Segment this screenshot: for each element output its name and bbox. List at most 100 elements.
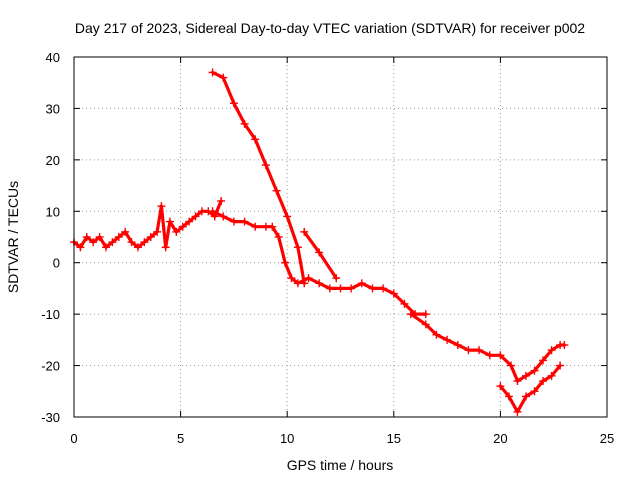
- series-late: [406, 310, 569, 385]
- data-point: [153, 227, 162, 236]
- data-point: [208, 207, 217, 216]
- data-point: [406, 310, 415, 319]
- data-point: [432, 330, 441, 339]
- data-point: [251, 135, 260, 144]
- data-point: [357, 279, 366, 288]
- data-point: [133, 243, 142, 252]
- data-point: [185, 217, 194, 226]
- data-point: [347, 284, 356, 293]
- data-point: [261, 161, 270, 169]
- data-point: [530, 387, 539, 396]
- data-point: [76, 243, 85, 252]
- data-point: [95, 233, 104, 241]
- y-tick-label: 10: [46, 204, 60, 219]
- y-tick-label: 20: [46, 153, 60, 168]
- plot-frame: [73, 56, 608, 418]
- data-point: [101, 243, 110, 252]
- series-line: [498, 364, 562, 414]
- y-tick-label: -20: [41, 359, 60, 374]
- x-tick-label: 25: [600, 431, 614, 446]
- data-point: [556, 361, 565, 370]
- data-point: [513, 407, 522, 416]
- data-point: [560, 341, 569, 349]
- data-point: [191, 212, 200, 221]
- data-point: [283, 212, 292, 221]
- data-point: [496, 351, 505, 360]
- data-point: [389, 289, 398, 298]
- data-point: [274, 233, 283, 241]
- series-line: [211, 70, 306, 285]
- chart-title: Day 217 of 2023, Sidereal Day-to-day VTE…: [75, 20, 585, 36]
- data-point: [108, 238, 117, 247]
- data-point: [229, 217, 238, 226]
- data-point: [421, 310, 430, 319]
- data-point: [240, 217, 249, 226]
- data-point: [268, 222, 277, 231]
- data-point: [453, 341, 462, 349]
- data-point: [379, 284, 388, 293]
- data-point: [165, 217, 174, 226]
- data-point: [315, 279, 324, 288]
- y-tick-label: -30: [41, 410, 60, 425]
- data-point: [475, 346, 484, 355]
- data-point: [521, 392, 530, 401]
- data-point: [121, 227, 130, 236]
- data-point: [281, 258, 290, 267]
- data-point: [513, 377, 522, 385]
- x-tick-label: 5: [177, 431, 184, 446]
- data-point: [178, 222, 187, 231]
- data-point: [272, 186, 281, 195]
- data-point: [251, 222, 260, 231]
- x-tick-label: 20: [493, 431, 507, 446]
- data-point: [114, 233, 123, 241]
- series-line: [409, 312, 567, 383]
- y-tick-label: 0: [53, 256, 60, 271]
- data-point: [400, 299, 409, 308]
- data-point: [496, 382, 505, 391]
- data-point: [464, 346, 473, 355]
- y-tick-label: 40: [46, 50, 60, 65]
- data-point: [89, 238, 98, 247]
- data-point: [368, 284, 377, 293]
- data-point: [172, 227, 181, 236]
- data-point: [208, 68, 217, 77]
- data-point: [547, 346, 556, 355]
- series-mid: [208, 207, 430, 319]
- data-point: [421, 320, 430, 329]
- data-point: [157, 202, 166, 211]
- data-point: [325, 284, 334, 293]
- data-point: [530, 366, 539, 375]
- data-point: [140, 238, 149, 247]
- data-point: [315, 248, 324, 257]
- series-line: [72, 199, 223, 249]
- data-point: [219, 212, 228, 221]
- x-tick-label: 0: [70, 431, 77, 446]
- y-tick-label: -10: [41, 307, 60, 322]
- data-point: [547, 371, 556, 380]
- data-point: [507, 361, 516, 370]
- data-point: [539, 377, 548, 385]
- data-point: [82, 233, 91, 241]
- y-axis-label: SDTVAR / TECUs: [5, 181, 21, 293]
- series-tail: [496, 361, 565, 416]
- series-line: [211, 209, 428, 316]
- tick-layer: 0 5 10 15 20 25 -30 -20 -10 0 10 20 30 40: [41, 50, 614, 446]
- data-point: [539, 356, 548, 365]
- series-drop: [208, 68, 309, 288]
- y-tick-label: 30: [46, 101, 60, 116]
- data-point: [504, 392, 513, 401]
- data-point: [127, 238, 136, 247]
- data-point: [146, 233, 155, 241]
- series-early: [70, 197, 226, 252]
- x-tick-label: 15: [387, 431, 401, 446]
- data-point: [336, 284, 345, 293]
- series-curtain: [300, 227, 341, 283]
- data-point: [332, 274, 341, 283]
- data-point: [300, 227, 309, 236]
- data-point: [443, 335, 452, 344]
- data-point: [229, 99, 238, 108]
- data-point: [287, 274, 296, 283]
- x-tick-label: 10: [280, 431, 294, 446]
- data-point: [293, 243, 302, 252]
